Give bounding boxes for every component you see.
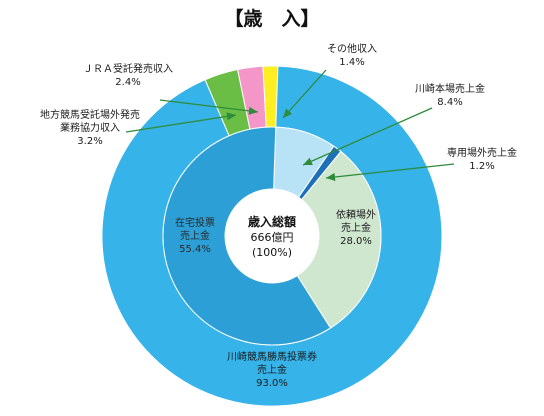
- leader-jra-arrowhead: [248, 106, 258, 115]
- center-total-label: 歳入総額: [248, 214, 296, 229]
- leader-senyo-arrowhead: [326, 173, 336, 181]
- leader-sonota: [282, 69, 327, 119]
- leader-jra: [159, 99, 259, 113]
- label-jra: ＪＲＡ受託発売収入 2.4%: [83, 62, 173, 88]
- leader-chiho: [125, 114, 237, 133]
- label-kawasaki-main: 川崎競馬勝馬投票券売上金 93.0%: [227, 350, 317, 389]
- label-senyo: 専用場外売上金 1.2%: [447, 146, 517, 172]
- center-hole: [225, 189, 319, 283]
- label-zaitaku: 在宅投票売上金 55.4%: [175, 216, 215, 255]
- leader-honjo-arrowhead: [303, 157, 313, 166]
- label-chiho: 地方競馬受託場外発売業務協力収入 3.2%: [40, 108, 140, 147]
- label-irai: 依頼場外売上金 28.0%: [336, 208, 376, 247]
- outer-ring: [101, 65, 443, 407]
- label-sonota: その他収入 1.4%: [327, 42, 377, 68]
- chart-title: 【歳 入】: [224, 7, 319, 30]
- leader-sonota-arrowhead: [283, 108, 292, 118]
- leader-senyo: [325, 163, 455, 179]
- leader-lines: [125, 69, 455, 181]
- center-total-value: 666億円: [251, 231, 294, 244]
- leader-honjo: [302, 107, 433, 166]
- inner-ring: [162, 126, 382, 346]
- leader-chiho-arrowhead: [226, 112, 236, 121]
- slice-labels: ＪＲＡ受託発売収入 2.4% 地方競馬受託場外発売業務協力収入 3.2% その他収入 1.…: [40, 42, 517, 389]
- inner-slice-4: [162, 126, 332, 346]
- label-honjo: 川崎本場売上金 8.4%: [415, 82, 485, 108]
- center-total-percent: (100%): [252, 246, 292, 259]
